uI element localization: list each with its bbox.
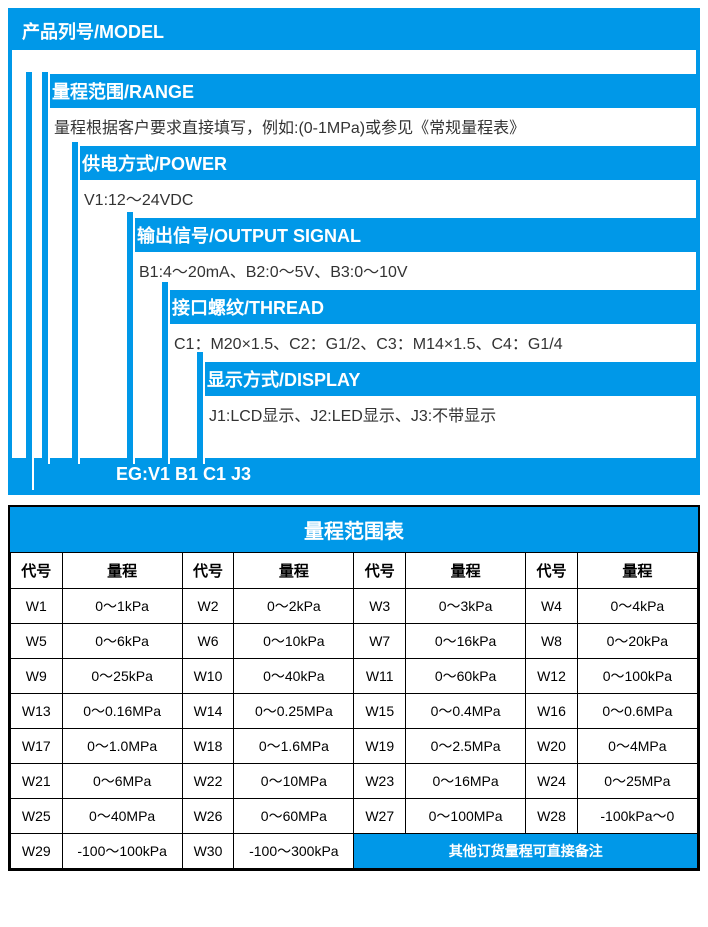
cell-code: W18 <box>182 729 234 764</box>
cell-value: 0～100kPa <box>577 659 697 694</box>
cell-code: W24 <box>526 764 578 799</box>
cell-code: W7 <box>354 624 406 659</box>
table-row: W90～25kPaW100～40kPaW110～60kPaW120～100kPa <box>11 659 698 694</box>
cell-value: 0～60MPa <box>234 799 354 834</box>
cell-code: W19 <box>354 729 406 764</box>
cell-code: W27 <box>354 799 406 834</box>
range-content: 量程根据客户要求直接填写，例如:(0-1MPa)或参见《常规量程表》 <box>50 108 696 144</box>
cell-value: 0～25kPa <box>62 659 182 694</box>
cell-value: 0～1.0MPa <box>62 729 182 764</box>
range-note: 其他订货量程可直接备注 <box>354 834 698 869</box>
cell-value: 0～4kPa <box>577 589 697 624</box>
range-table-panel: 量程范围表 代号 量程 代号 量程 代号 量程 代号 量程 W10～1kPaW2… <box>8 505 700 871</box>
table-row: W250～40MPaW260～60MPaW270～100MPaW28-100kP… <box>11 799 698 834</box>
cell-code: W13 <box>11 694 63 729</box>
cell-value: 0～40kPa <box>234 659 354 694</box>
cell-value: 0～60kPa <box>405 659 525 694</box>
cell-code: W25 <box>11 799 63 834</box>
cell-code: W14 <box>182 694 234 729</box>
cell-code: W23 <box>354 764 406 799</box>
table-header-row: 代号 量程 代号 量程 代号 量程 代号 量程 <box>11 553 698 589</box>
col-value: 量程 <box>62 553 182 589</box>
cell-code: W3 <box>354 589 406 624</box>
cell-value: -100kPa～0 <box>577 799 697 834</box>
example-label: EG:V1 B1 C1 J3 <box>12 454 696 491</box>
col-code: 代号 <box>182 553 234 589</box>
cell-value: 0～16kPa <box>405 624 525 659</box>
cell-value: 0～1.6MPa <box>234 729 354 764</box>
table-row: W50～6kPaW60～10kPaW70～16kPaW80～20kPa <box>11 624 698 659</box>
col-code: 代号 <box>526 553 578 589</box>
cell-code: W28 <box>526 799 578 834</box>
power-content: V1:12～24VDC <box>80 180 696 216</box>
cell-code: W20 <box>526 729 578 764</box>
cell-code: W8 <box>526 624 578 659</box>
cell-value: 0～20kPa <box>577 624 697 659</box>
cell-value: 0～4MPa <box>577 729 697 764</box>
table-row: W170～1.0MPaW180～1.6MPaW190～2.5MPaW200～4M… <box>11 729 698 764</box>
cell-value: 0～25MPa <box>577 764 697 799</box>
cell-value: 0～16MPa <box>405 764 525 799</box>
cell-code: W26 <box>182 799 234 834</box>
cell-value: 0～100MPa <box>405 799 525 834</box>
cell-code: W16 <box>526 694 578 729</box>
output-content: B1:4～20mA、B2:0～5V、B3:0～10V <box>135 252 696 288</box>
output-header: 输出信号/OUTPUT SIGNAL <box>127 216 696 252</box>
cell-value: 0～0.16MPa <box>62 694 182 729</box>
cell-code: W30 <box>182 834 234 869</box>
display-content: J1:LCD显示、J2:LED显示、J3:不带显示 <box>205 396 696 432</box>
thread-content: C1：M20×1.5、C2：G1/2、C3：M14×1.5、C4：G1/4 <box>170 324 696 360</box>
cell-code: W12 <box>526 659 578 694</box>
cell-code: W4 <box>526 589 578 624</box>
cell-value: -100～100kPa <box>62 834 182 869</box>
cell-value: 0～40MPa <box>62 799 182 834</box>
cell-code: W10 <box>182 659 234 694</box>
cell-code: W29 <box>11 834 63 869</box>
power-header: 供电方式/POWER <box>72 144 696 180</box>
cell-code: W21 <box>11 764 63 799</box>
model-tree: 量程范围/RANGE 量程根据客户要求直接填写，例如:(0-1MPa)或参见《常… <box>12 72 696 454</box>
cell-value: 0～3kPa <box>405 589 525 624</box>
col-value: 量程 <box>234 553 354 589</box>
cell-value: 0～10kPa <box>234 624 354 659</box>
cell-value: 0～0.6MPa <box>577 694 697 729</box>
cell-value: 0～10MPa <box>234 764 354 799</box>
range-table: 代号 量程 代号 量程 代号 量程 代号 量程 W10～1kPaW20～2kPa… <box>10 552 698 869</box>
table-row: W130～0.16MPaW140～0.25MPaW150～0.4MPaW160～… <box>11 694 698 729</box>
cell-code: W2 <box>182 589 234 624</box>
cell-value: 0～2.5MPa <box>405 729 525 764</box>
cell-code: W22 <box>182 764 234 799</box>
col-value: 量程 <box>577 553 697 589</box>
cell-value: 0～0.25MPa <box>234 694 354 729</box>
cell-code: W1 <box>11 589 63 624</box>
col-value: 量程 <box>405 553 525 589</box>
cell-code: W6 <box>182 624 234 659</box>
cell-value: 0～2kPa <box>234 589 354 624</box>
cell-value: 0～0.4MPa <box>405 694 525 729</box>
model-header: 产品列号/MODEL <box>12 12 696 50</box>
cell-code: W9 <box>11 659 63 694</box>
model-panel: 产品列号/MODEL 量程范围/RANGE 量程根据客户要求直接填写，例如:(0… <box>8 8 700 495</box>
table-row: W10～1kPaW20～2kPaW30～3kPaW40～4kPa <box>11 589 698 624</box>
cell-code: W5 <box>11 624 63 659</box>
range-header: 量程范围/RANGE <box>42 72 696 108</box>
cell-value: 0～1kPa <box>62 589 182 624</box>
thread-header: 接口螺纹/THREAD <box>162 288 696 324</box>
cell-code: W17 <box>11 729 63 764</box>
table-row: W29-100～100kPaW30-100～300kPa其他订货量程可直接备注 <box>11 834 698 869</box>
col-code: 代号 <box>354 553 406 589</box>
table-row: W210～6MPaW220～10MPaW230～16MPaW240～25MPa <box>11 764 698 799</box>
cell-code: W15 <box>354 694 406 729</box>
col-code: 代号 <box>11 553 63 589</box>
range-table-title: 量程范围表 <box>10 507 698 552</box>
cell-value: 0～6kPa <box>62 624 182 659</box>
cell-value: -100～300kPa <box>234 834 354 869</box>
cell-code: W11 <box>354 659 406 694</box>
cell-value: 0～6MPa <box>62 764 182 799</box>
display-header: 显示方式/DISPLAY <box>197 360 696 396</box>
